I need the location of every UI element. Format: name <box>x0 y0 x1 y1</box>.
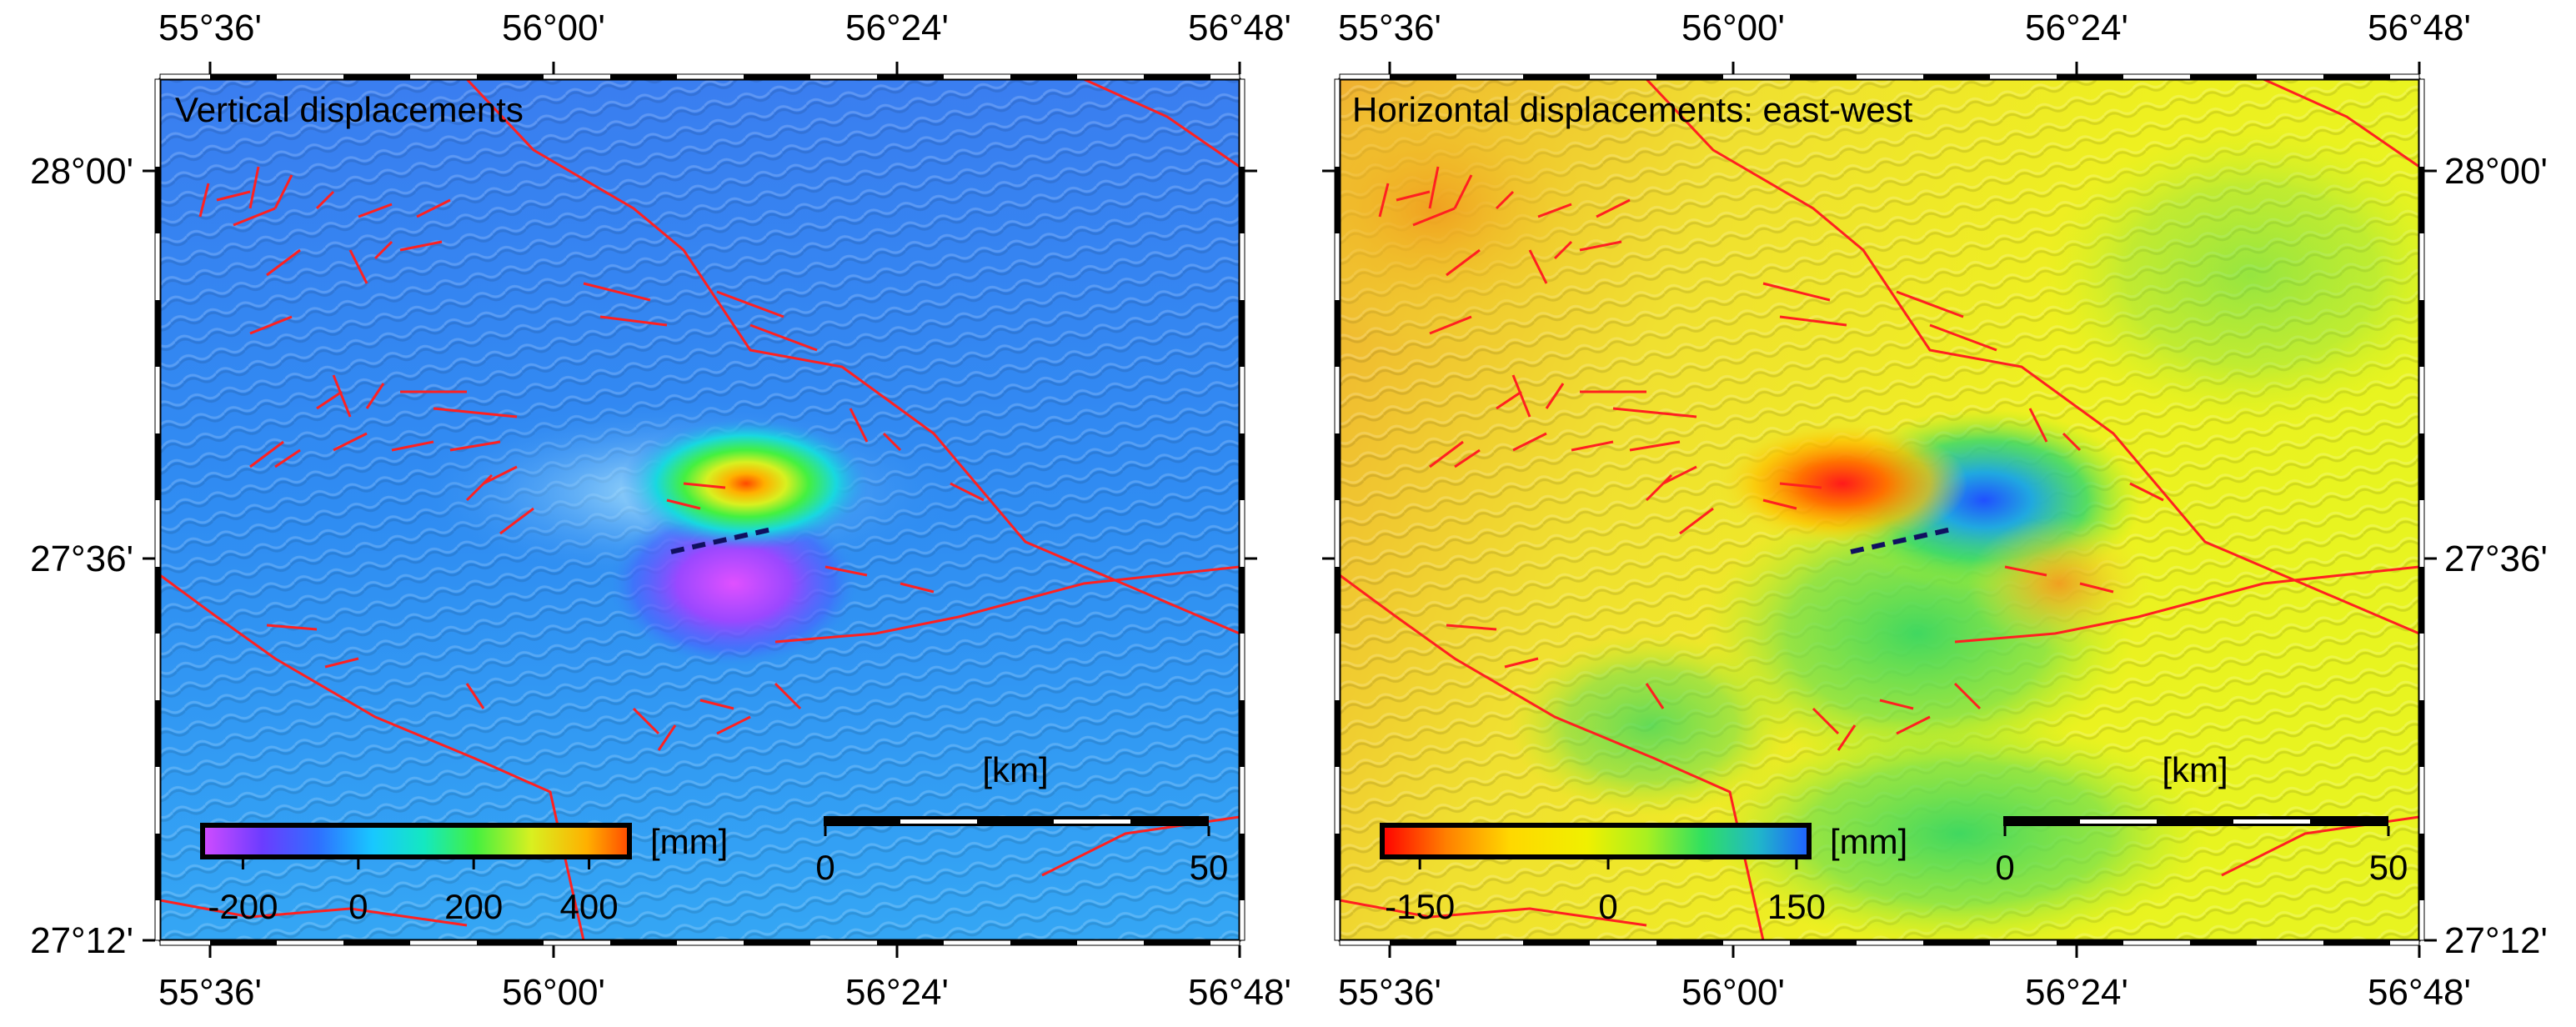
x-tick-bottom-3: 56°24' <box>2025 972 2128 1013</box>
colorbar-east-west: -150 0 150 [mm] <box>1380 822 1907 926</box>
y-tick-2: 27°36' <box>30 539 133 579</box>
scale-bar-vertical-label-50: 50 <box>1190 848 1229 887</box>
x-tick-bottom-2: 56°00' <box>1681 972 1785 1013</box>
colorbar-tick-label: 400 <box>560 887 619 926</box>
scale-bar-vertical-unit: [km] <box>982 750 1048 789</box>
rupture-trace <box>670 526 776 554</box>
panel-title-vertical: Vertical displacements <box>175 90 524 129</box>
colorbar-tick-label: -200 <box>208 887 278 926</box>
x-tick-top-2: 56°00' <box>1681 8 1785 48</box>
y-tick-3: 27°12' <box>2444 920 2548 961</box>
x-tick-top-4: 56°48' <box>2368 8 2471 48</box>
colorbar-tick-label: 0 <box>1598 887 1617 926</box>
colorbar-tick-label: 150 <box>1767 887 1826 926</box>
x-tick-bottom-1: 55°36' <box>1338 972 1441 1013</box>
tick-marks <box>143 62 1257 958</box>
x-tick-top-1: 55°36' <box>1338 8 1441 48</box>
y-tick-2: 27°36' <box>2444 539 2548 579</box>
panel-horizontal-displacements-east-west: 55°36' 56°00' 56°24' 56°48' 55°36' 56°00… <box>1322 8 2548 1013</box>
scale-bar-vertical-label-0: 0 <box>815 848 834 887</box>
map-frame <box>1334 73 2425 946</box>
x-tick-bottom-2: 56°00' <box>502 972 605 1013</box>
x-tick-bottom-4: 56°48' <box>1188 972 1291 1013</box>
fault-lines <box>160 79 1240 940</box>
east-west-displacement-map <box>1340 79 2419 940</box>
colorbar-tick-label: -150 <box>1385 887 1455 926</box>
scale-bar-east-west-label-0: 0 <box>1995 848 2014 887</box>
colorbar-east-west-unit: [mm] <box>1830 822 1907 861</box>
colorbar-vertical: -200 0 200 400 [mm] <box>200 822 728 926</box>
panel-vertical-displacements: 55°36' 56°00' 56°24' 56°48' 55°36' 56°00… <box>30 8 1291 1013</box>
rupture-trace <box>1850 526 1956 554</box>
x-tick-bottom-3: 56°24' <box>845 972 949 1013</box>
vertical-displacement-map <box>160 79 1240 940</box>
panel-title-east-west: Horizontal displacements: east-west <box>1352 90 1913 129</box>
y-tick-1: 28°00' <box>2444 151 2548 192</box>
x-tick-top-1: 55°36' <box>158 8 262 48</box>
colorbar-tick-label: 200 <box>444 887 503 926</box>
scale-bar-east-west-unit: [km] <box>2162 750 2228 789</box>
x-tick-top-4: 56°48' <box>1188 8 1291 48</box>
colorbar-east-west-ticks: -150 0 150 <box>1385 859 1826 926</box>
x-tick-top-3: 56°24' <box>845 8 949 48</box>
x-tick-bottom-4: 56°48' <box>2368 972 2471 1013</box>
colorbar-vertical-unit: [mm] <box>650 822 728 861</box>
y-tick-3: 27°12' <box>30 920 133 961</box>
x-tick-top-2: 56°00' <box>502 8 605 48</box>
x-tick-bottom-1: 55°36' <box>158 972 262 1013</box>
scale-bar-east-west-label-50: 50 <box>2369 848 2408 887</box>
colorbar-vertical-ticks: -200 0 200 400 <box>208 859 619 926</box>
x-tick-top-3: 56°24' <box>2025 8 2128 48</box>
scale-bar-vertical: [km] 0 50 <box>815 750 1228 887</box>
scale-bar-east-west: [km] 0 50 <box>1995 750 2408 887</box>
y-tick-1: 28°00' <box>30 151 133 192</box>
tick-marks <box>1322 62 2437 958</box>
map-frame <box>154 73 1245 946</box>
colorbar-tick-label: 0 <box>348 887 368 926</box>
